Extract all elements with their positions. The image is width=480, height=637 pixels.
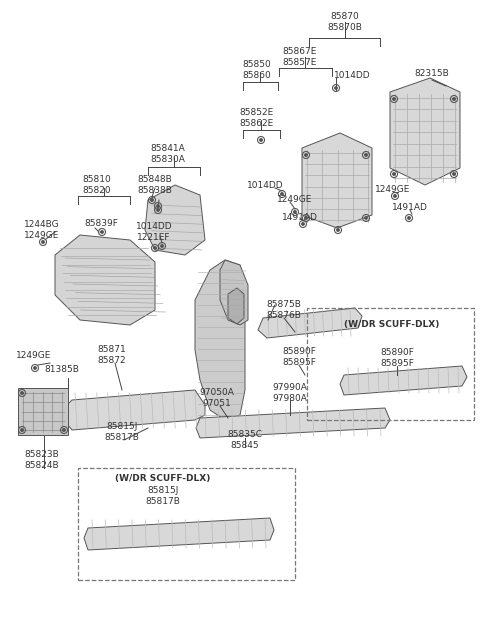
- Text: 1014DD: 1014DD: [247, 182, 283, 190]
- Polygon shape: [340, 366, 467, 395]
- Circle shape: [393, 97, 396, 101]
- Circle shape: [393, 173, 396, 176]
- Text: 97990A
97980A: 97990A 97980A: [273, 383, 307, 403]
- Text: 85890F
85895F: 85890F 85895F: [282, 347, 316, 367]
- Text: 85815J
85817B: 85815J 85817B: [145, 486, 180, 506]
- Text: (W/DR SCUFF-DLX): (W/DR SCUFF-DLX): [115, 473, 211, 482]
- Polygon shape: [258, 308, 362, 338]
- Circle shape: [301, 222, 304, 225]
- Text: 85871
85872: 85871 85872: [97, 345, 126, 365]
- Text: 85848B
85838B: 85848B 85838B: [138, 175, 172, 195]
- Bar: [78, 468, 295, 580]
- Circle shape: [41, 241, 45, 243]
- Polygon shape: [390, 78, 460, 185]
- Circle shape: [394, 194, 396, 197]
- Circle shape: [293, 210, 297, 213]
- Circle shape: [160, 245, 164, 248]
- Circle shape: [21, 392, 24, 394]
- Text: 97050A
97051: 97050A 97051: [200, 389, 234, 408]
- Circle shape: [21, 429, 24, 431]
- Circle shape: [408, 217, 410, 220]
- Circle shape: [335, 87, 337, 90]
- Circle shape: [336, 229, 339, 231]
- Circle shape: [260, 138, 263, 141]
- Circle shape: [156, 204, 159, 208]
- Text: 1491AD: 1491AD: [282, 213, 318, 222]
- Circle shape: [154, 247, 156, 250]
- Text: 1249GE: 1249GE: [375, 185, 411, 194]
- Text: 82315B: 82315B: [415, 69, 449, 78]
- Text: 85823B
85824B: 85823B 85824B: [24, 450, 60, 469]
- Polygon shape: [228, 288, 244, 324]
- Text: 1014DD
1221EF: 1014DD 1221EF: [136, 222, 172, 241]
- Polygon shape: [196, 408, 390, 438]
- Circle shape: [280, 192, 284, 196]
- Polygon shape: [195, 260, 245, 420]
- Circle shape: [304, 154, 308, 157]
- Bar: [307, 308, 474, 420]
- Text: 85835C
85845: 85835C 85845: [228, 431, 263, 450]
- Circle shape: [34, 366, 36, 369]
- Polygon shape: [220, 260, 248, 325]
- Text: 85839F: 85839F: [84, 220, 118, 229]
- Text: 85852E
85862E: 85852E 85862E: [240, 108, 274, 127]
- Text: 85890F
85895F: 85890F 85895F: [380, 348, 414, 368]
- Text: 81385B: 81385B: [45, 366, 79, 375]
- Text: (W/DR SCUFF-DLX): (W/DR SCUFF-DLX): [344, 320, 440, 329]
- Circle shape: [453, 173, 456, 176]
- Text: 85867E
85857E: 85867E 85857E: [283, 47, 317, 67]
- Circle shape: [453, 97, 456, 101]
- Text: 85875B
85876B: 85875B 85876B: [266, 300, 301, 320]
- Circle shape: [156, 208, 159, 211]
- Polygon shape: [55, 235, 155, 325]
- Circle shape: [364, 217, 368, 220]
- Circle shape: [304, 217, 308, 220]
- Text: 1249GE: 1249GE: [16, 352, 52, 361]
- Polygon shape: [62, 390, 205, 430]
- Circle shape: [364, 154, 368, 157]
- Text: 1014DD: 1014DD: [334, 71, 371, 80]
- Circle shape: [62, 429, 65, 431]
- Circle shape: [100, 231, 104, 234]
- Text: 85850
85860: 85850 85860: [242, 61, 271, 80]
- Circle shape: [151, 199, 154, 201]
- Text: 85870
85870B: 85870 85870B: [327, 12, 362, 32]
- Text: 1244BG
1249GE: 1244BG 1249GE: [24, 220, 60, 240]
- Text: 85810
85820: 85810 85820: [83, 175, 111, 195]
- Polygon shape: [302, 133, 372, 228]
- Polygon shape: [84, 518, 274, 550]
- Text: 85841A
85830A: 85841A 85830A: [151, 145, 185, 164]
- Text: 85815J
85817B: 85815J 85817B: [105, 422, 139, 441]
- Polygon shape: [145, 185, 205, 255]
- Text: 1249GE: 1249GE: [277, 196, 312, 204]
- Polygon shape: [18, 388, 68, 435]
- Text: 1491AD: 1491AD: [392, 203, 428, 213]
